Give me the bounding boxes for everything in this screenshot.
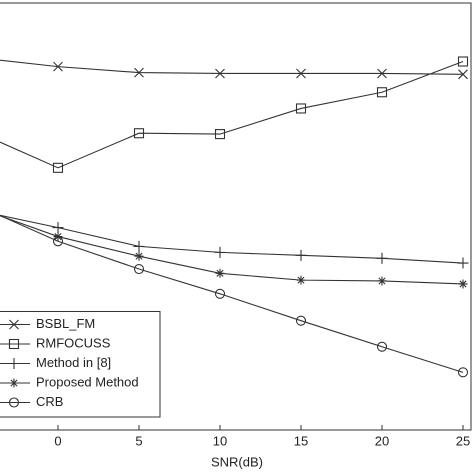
marker — [295, 103, 307, 114]
marker — [134, 251, 144, 261]
x-tick-label: 25 — [456, 433, 470, 448]
marker — [458, 69, 468, 80]
marker — [457, 257, 469, 269]
legend-label: CRB — [36, 394, 63, 409]
x-axis-label: SNR(dB) — [211, 454, 263, 469]
x-tick-label: 0 — [54, 433, 61, 448]
marker — [53, 61, 63, 72]
marker — [9, 378, 19, 388]
marker — [376, 87, 388, 98]
marker — [295, 315, 307, 326]
series-line — [0, 59, 464, 75]
marker — [295, 249, 307, 261]
marker — [9, 319, 19, 330]
marker — [457, 367, 469, 378]
marker — [52, 236, 64, 247]
plot-frame — [0, 2, 472, 431]
x-tick-label: 20 — [375, 433, 389, 448]
marker — [214, 129, 226, 140]
marker — [376, 341, 388, 352]
legend-box — [0, 311, 161, 418]
marker — [376, 252, 388, 264]
x-tick-label: 5 — [135, 433, 142, 448]
legend-label: Method in [8] — [36, 355, 111, 370]
marker — [377, 68, 387, 79]
marker — [8, 358, 20, 369]
marker — [8, 397, 20, 408]
marker — [52, 162, 64, 173]
legend-label: Proposed Method — [36, 374, 139, 389]
x-tick-label: 10 — [213, 433, 227, 448]
marker — [296, 275, 306, 285]
marker — [214, 288, 226, 299]
series-line — [0, 214, 464, 264]
marker — [133, 128, 145, 139]
legend-label: BSBL_FM — [36, 316, 95, 331]
marker — [457, 56, 469, 67]
marker — [215, 268, 225, 278]
legend-label: RMFOCUSS — [36, 335, 111, 350]
marker — [377, 276, 387, 286]
marker — [52, 222, 64, 234]
marker — [133, 240, 145, 252]
marker — [296, 68, 306, 79]
marker — [215, 68, 225, 79]
series-line — [0, 214, 464, 373]
marker — [214, 246, 226, 258]
marker — [458, 279, 468, 289]
marker — [134, 67, 144, 78]
series-line — [0, 60, 464, 169]
marker — [133, 263, 145, 275]
x-tick-label: 15 — [294, 433, 308, 448]
marker — [8, 338, 20, 350]
